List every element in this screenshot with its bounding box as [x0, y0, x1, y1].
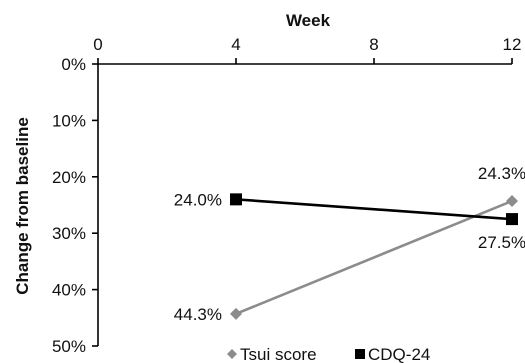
y-tick-label: 40%: [52, 281, 86, 300]
x-tick-labels: 0 4 8 12: [93, 35, 521, 64]
data-point-diamond: [230, 307, 242, 320]
x-tick-label: 12: [503, 35, 522, 54]
axes: [97, 63, 512, 346]
data-point-square: [230, 193, 242, 206]
data-label: 27.5%: [478, 233, 525, 252]
x-tick-label: 8: [369, 35, 378, 54]
y-tick-label: 20%: [52, 168, 86, 187]
series-tsui-score: 44.3% 24.3%: [174, 164, 525, 324]
legend-label: CDQ-24: [368, 345, 430, 363]
series-layer: 44.3% 24.3% 24.0% 27.5%: [174, 164, 525, 324]
legend-item: CDQ-24: [355, 345, 430, 363]
series-line: [235, 199, 513, 316]
legend-marker-diamond: [227, 349, 237, 359]
legend: Tsui score CDQ-24: [227, 345, 430, 363]
legend-marker-square: [355, 349, 365, 359]
x-axis-title: Week: [286, 11, 331, 30]
x-tick-label: 0: [93, 35, 102, 54]
legend-item: Tsui score: [227, 345, 317, 363]
y-tick-label: 0%: [61, 55, 86, 74]
data-point-diamond: [506, 195, 518, 208]
y-tick-label: 30%: [52, 224, 86, 243]
legend-label: Tsui score: [240, 345, 317, 363]
data-label: 44.3%: [174, 305, 222, 324]
data-label: 24.0%: [174, 190, 222, 209]
x-tick-label: 4: [231, 35, 240, 54]
data-label: 24.3%: [478, 164, 525, 183]
series-cdq-24: 24.0% 27.5%: [174, 190, 525, 252]
y-axis-title: Change from baseline: [13, 117, 32, 295]
series-line: [235, 198, 513, 221]
data-point-square: [506, 213, 518, 226]
y-tick-label: 50%: [52, 337, 86, 356]
y-tick-label: 10%: [52, 111, 86, 130]
y-tick-labels: 0% 10% 20% 30% 40% 50%: [52, 55, 98, 356]
